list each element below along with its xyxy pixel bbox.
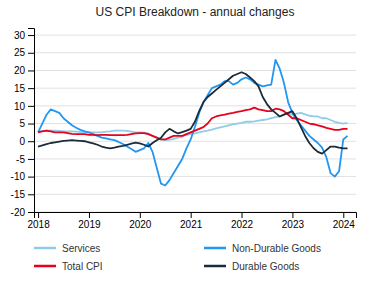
x-tick-mark [140, 212, 141, 218]
x-tick-label: 2018 [27, 219, 50, 230]
x-tick-label: 2019 [78, 219, 101, 230]
y-tick: 25 [14, 47, 34, 58]
y-tick-label: 5 [19, 118, 25, 129]
grid-line [34, 52, 356, 53]
y-tick-label: 0 [19, 136, 25, 147]
legend-label: Non-Durable Goods [232, 243, 321, 254]
y-tick-mark [28, 70, 34, 71]
x-axis-line [35, 213, 357, 219]
y-tick-label: 30 [14, 30, 26, 41]
y-tick: 0 [19, 136, 34, 147]
y-tick-mark [28, 35, 34, 36]
y-tick-mark [28, 106, 34, 107]
grid-line [34, 70, 356, 71]
x-tick: 2019 [78, 212, 101, 230]
legend-label: Total CPI [62, 261, 103, 272]
y-tick-mark [28, 88, 34, 89]
y-tick-label: 15 [14, 83, 26, 94]
grid-line [34, 35, 356, 36]
x-tick-mark [242, 212, 243, 218]
x-tick-mark [191, 212, 192, 218]
y-tick: -20 [11, 207, 34, 218]
x-tick-mark [343, 212, 344, 218]
chart-svg: US CPI Breakdown - annual changes2018201… [0, 0, 370, 284]
y-tick-mark [28, 159, 34, 160]
y-tick-mark [28, 124, 34, 125]
legend-swatch [204, 265, 226, 268]
legend-item: Durable Goods [204, 261, 299, 272]
grid-line [34, 158, 356, 159]
y-axis: -20 -15 -10 -5 0 5 10 15 20 25 30 [11, 29, 35, 218]
legend-item: Total CPI [34, 261, 103, 272]
x-axis: 2018 2019 2020 2021 2022 2023 2024 [27, 212, 356, 230]
grid-line [34, 194, 356, 195]
chart-container: US CPI Breakdown - annual changes2018201… [0, 0, 370, 284]
y-tick: 15 [14, 83, 34, 94]
y-tick: -5 [16, 154, 34, 165]
y-tick: 5 [19, 118, 34, 129]
y-tick: -15 [11, 189, 34, 200]
y-axis-line [28, 29, 35, 213]
y-tick-label: 10 [14, 101, 26, 112]
x-tick-label: 2024 [333, 219, 356, 230]
y-tick: -10 [11, 171, 34, 182]
x-tick: 2023 [282, 212, 305, 230]
chart-title: US CPI Breakdown - annual changes [96, 5, 295, 19]
x-tick-label: 2023 [282, 219, 305, 230]
legend-label: Services [62, 243, 100, 254]
series-line [38, 108, 347, 140]
grid-line [34, 105, 356, 106]
grid-line [34, 88, 356, 89]
legend-label: Durable Goods [232, 261, 299, 272]
x-tick: 2018 [27, 212, 50, 230]
y-tick-label: -10 [11, 171, 26, 182]
y-tick-mark [28, 53, 34, 54]
x-tick-mark [38, 212, 39, 218]
y-tick: 20 [14, 65, 34, 76]
y-tick-label: -20 [11, 207, 26, 218]
x-tick: 2022 [231, 212, 254, 230]
x-tick: 2021 [180, 212, 203, 230]
plot-area [38, 60, 347, 186]
x-tick-mark [292, 212, 293, 218]
y-tick-label: -5 [16, 154, 25, 165]
series-line [38, 60, 347, 186]
x-tick-mark [89, 212, 90, 218]
y-tick-mark [28, 212, 34, 213]
legend-swatch [34, 247, 56, 250]
y-tick: 30 [14, 30, 34, 41]
y-tick-mark [28, 177, 34, 178]
grid [34, 35, 356, 212]
legend-item: Non-Durable Goods [204, 243, 321, 254]
y-tick-label: -15 [11, 189, 26, 200]
y-tick: 10 [14, 101, 34, 112]
y-tick-mark [28, 141, 34, 142]
x-tick: 2020 [129, 212, 152, 230]
legend-item: Services [34, 243, 100, 254]
legend: Services Non-Durable Goods Total CPI Durabl… [34, 243, 321, 272]
y-tick-label: 25 [14, 47, 26, 58]
y-tick-mark [28, 194, 34, 195]
x-tick-label: 2021 [180, 219, 203, 230]
x-tick: 2024 [333, 212, 356, 230]
grid-line [34, 176, 356, 177]
x-tick-label: 2020 [129, 219, 152, 230]
legend-swatch [34, 265, 56, 268]
series-line [38, 72, 347, 153]
x-tick-label: 2022 [231, 219, 254, 230]
legend-swatch [204, 247, 226, 250]
y-tick-label: 20 [14, 65, 26, 76]
